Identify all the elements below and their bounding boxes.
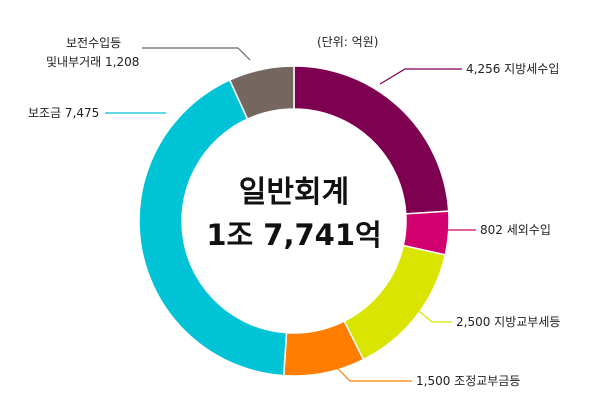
slice-label-local-tax: 4,256 지방세수입 — [466, 62, 559, 76]
leader-line-adjustment-grant — [333, 364, 412, 382]
slice-label-non-tax: 802 세외수입 — [480, 223, 551, 237]
slice-local-grant — [343, 244, 447, 361]
slice-subsidy — [138, 78, 288, 377]
slice-label-subsidy: 보조금 7,475 — [28, 106, 99, 120]
slice-label-adjustment-grant: 1,500 조정교부금등 — [416, 374, 520, 388]
leader-lines — [105, 47, 476, 382]
leader-line-local-tax — [379, 68, 462, 85]
unit-label: (단위: 억원) — [317, 35, 378, 49]
slice-reserve — [228, 65, 295, 121]
slice-label-reserve-line1: 보전수입등 — [66, 36, 121, 50]
center-value: 1조 7,741억 — [206, 218, 381, 252]
leader-line-local-grant — [414, 307, 452, 323]
center-title: 일반회계 — [239, 175, 349, 210]
donut-slices — [138, 65, 450, 377]
slice-label-local-grant: 2,500 지방교부세등 — [456, 315, 560, 329]
slice-label-reserve-line2: 및내부거래 1,208 — [46, 55, 139, 69]
leader-line-reserve — [142, 47, 251, 61]
